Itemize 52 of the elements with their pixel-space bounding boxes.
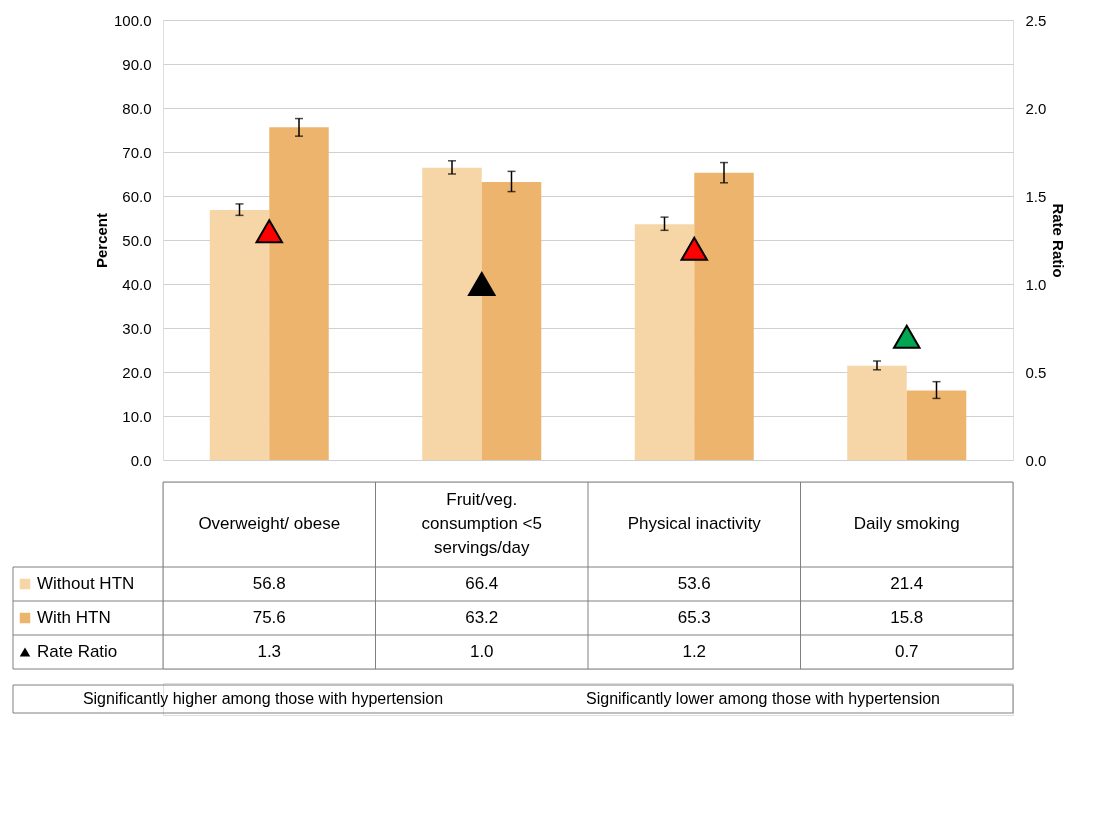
y-tick-label: 60.0: [122, 187, 152, 205]
y2-tick-label: 1.0: [1025, 275, 1047, 293]
bar: [694, 172, 754, 460]
y2-axis-title: Rate Ratio: [1050, 203, 1068, 278]
legend-label: Rate Ratio: [37, 642, 118, 661]
bar: [906, 390, 967, 460]
point: [468, 271, 496, 297]
data-label: 63.2: [465, 608, 499, 627]
y-tick-label: 10.0: [122, 407, 152, 425]
bar: [422, 167, 482, 460]
data-label: 1.2: [682, 642, 707, 661]
y-tick-label: 50.0: [122, 231, 152, 249]
y2-tick-label: 0.5: [1025, 363, 1047, 381]
data-label: 65.3: [677, 608, 711, 627]
y-tick-label: 100.0: [113, 11, 152, 29]
y-tick-label: 80.0: [122, 99, 152, 117]
x-tick-label: Overweight/ obese: [198, 513, 341, 533]
legend-label: Without HTN: [37, 574, 135, 593]
data-label: 66.4: [465, 574, 499, 593]
text: Significantly higher among those with hypertension: [82, 690, 444, 707]
point: [680, 236, 708, 261]
y2-tick-label: 2.0: [1025, 99, 1047, 117]
text: Significantly lower among those with hypertension: [586, 690, 940, 707]
bar: [481, 181, 542, 460]
y2-tick-label: 2.5: [1025, 11, 1047, 29]
y-tick-label: 70.0: [122, 143, 152, 161]
bar: [269, 127, 329, 460]
bar: [634, 224, 695, 460]
y-axis-title: Percent: [92, 212, 110, 269]
y2-tick-label: 1.5: [1025, 187, 1047, 205]
y-tick-label: 0.0: [130, 451, 152, 469]
data-label: 0.7: [894, 642, 919, 661]
x-tick-label: Physical inactivity: [627, 513, 762, 533]
data-label: 1.0: [469, 642, 494, 661]
point: [255, 219, 283, 244]
y-tick-label: 40.0: [122, 275, 152, 293]
data-label: 21.4: [890, 574, 924, 593]
y-tick-label: 20.0: [122, 363, 152, 381]
data-label: 75.6: [252, 608, 286, 627]
data-label: 56.8: [252, 574, 286, 593]
x-tick-label: Fruit/veg. consumption <5 servings/day: [421, 489, 542, 557]
y2-tick-label: 0.0: [1025, 451, 1047, 469]
bar: [209, 210, 270, 460]
data-label: 1.3: [257, 642, 282, 661]
data-label: 15.8: [890, 608, 924, 627]
point: [893, 324, 921, 349]
data-label: 53.6: [677, 574, 711, 593]
bar: [847, 365, 907, 460]
y-tick-label: 30.0: [122, 319, 152, 337]
y-tick-label: 90.0: [122, 55, 152, 73]
x-tick-label: Daily smoking: [853, 513, 960, 533]
legend-label: With HTN: [37, 608, 111, 627]
